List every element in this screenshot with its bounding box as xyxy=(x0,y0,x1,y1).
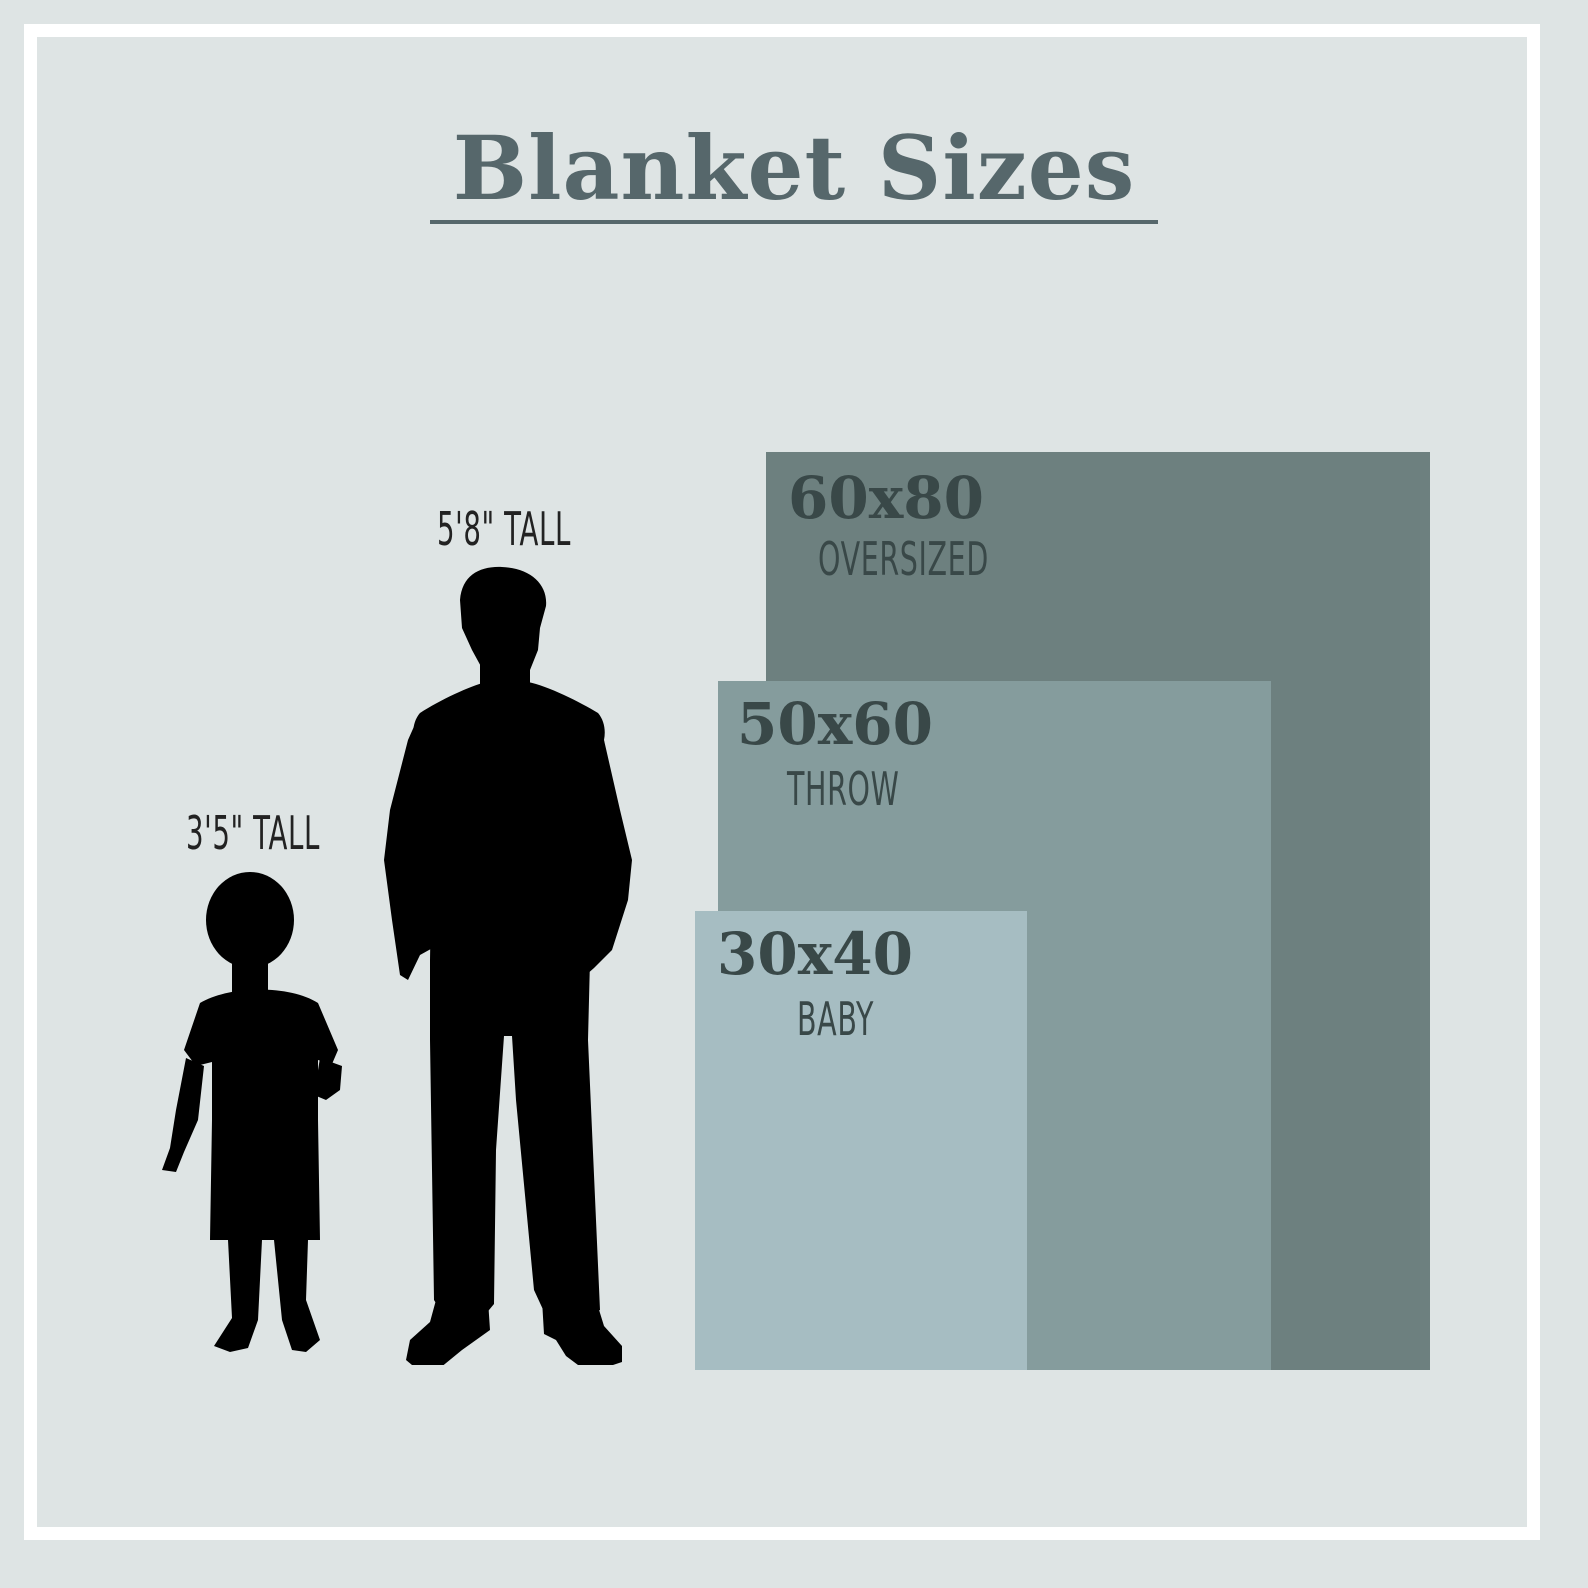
throw-size-label: 50x60 xyxy=(737,690,934,758)
baby-type-label: BABY xyxy=(797,992,874,1046)
adult-silhouette-icon xyxy=(384,566,632,1365)
page-title: Blanket Sizes xyxy=(452,116,1136,220)
oversized-size-label: 60x80 xyxy=(788,464,985,532)
throw-type-label: THROW xyxy=(787,762,900,816)
oversized-type-label: OVERSIZED xyxy=(818,532,989,586)
child-height-label: 3'5" TALL xyxy=(186,806,320,860)
title-underline xyxy=(430,220,1158,224)
white-frame xyxy=(24,24,1540,1540)
child-silhouette-icon xyxy=(162,872,342,1352)
baby-size-label: 30x40 xyxy=(717,920,914,988)
adult-height-label: 5'8" TALL xyxy=(437,502,571,556)
blanket-baby xyxy=(695,911,1027,1370)
